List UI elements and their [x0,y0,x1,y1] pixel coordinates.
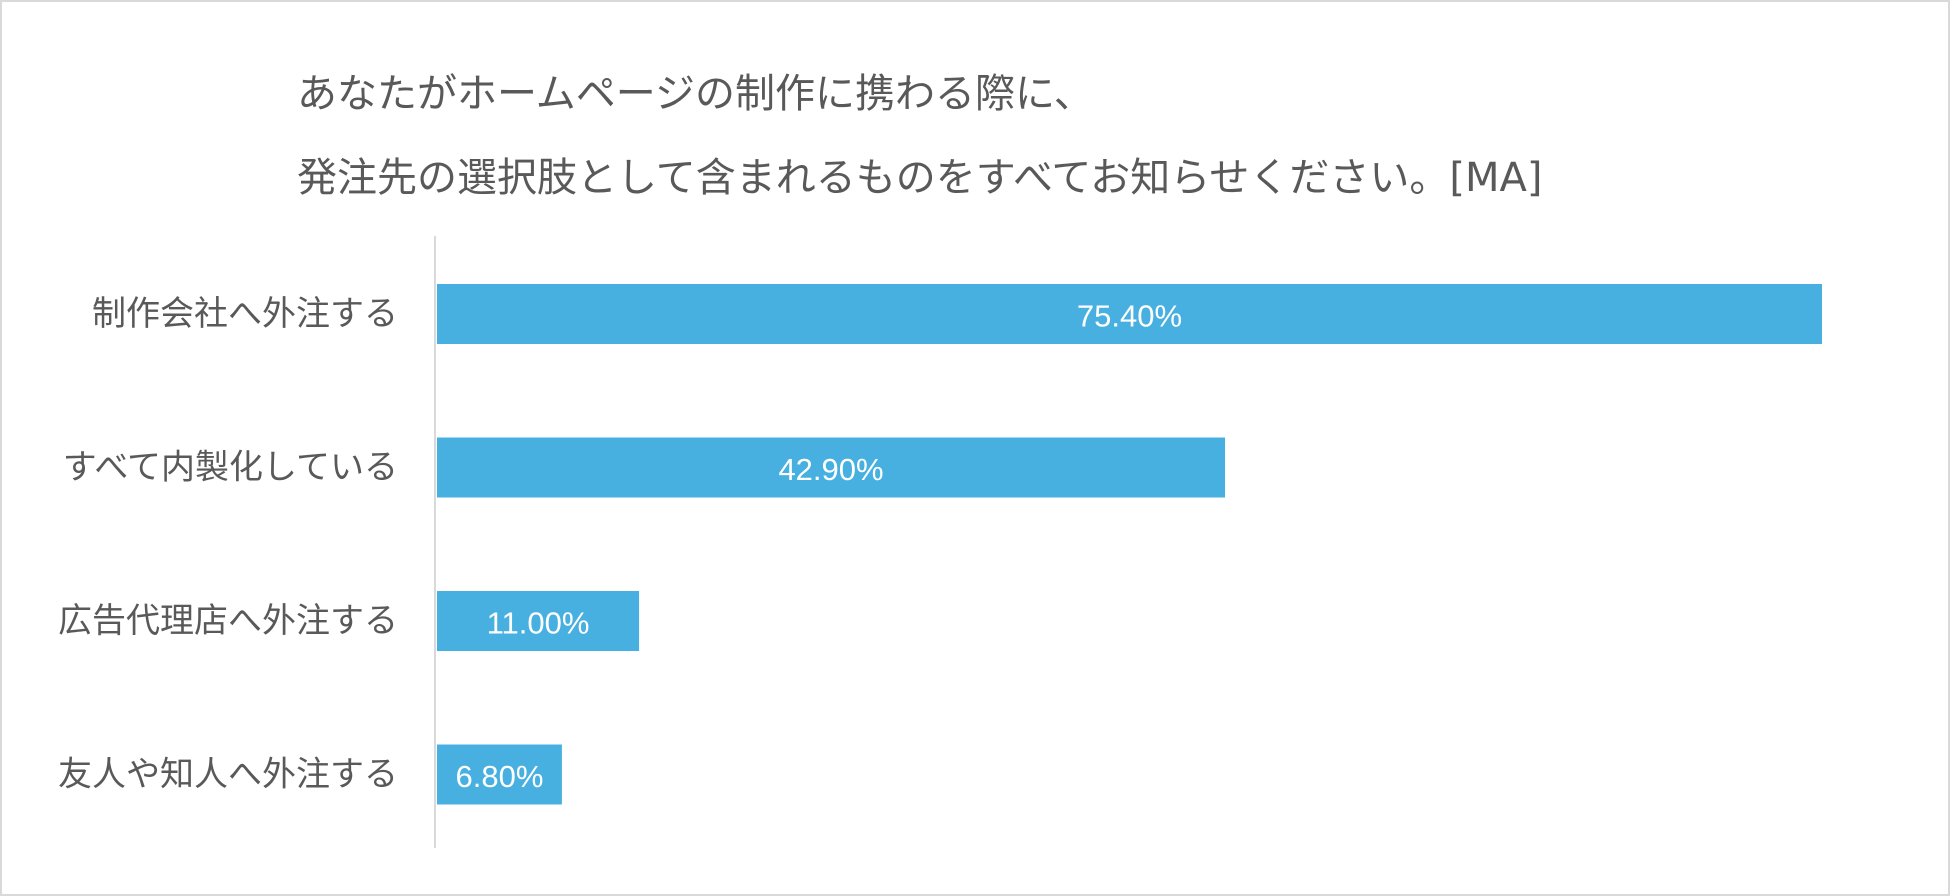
data-label: 6.80% [456,759,544,794]
category-label: 広告代理店へ外注する [58,601,398,641]
data-label: 11.00% [487,606,590,641]
bar [437,437,1226,498]
bar [437,284,1822,344]
data-label: 42.90% [778,452,883,487]
chart-title: あなたがホームページの制作に携わる際に、 発注先の選択肢として含まれるものをすべ… [297,52,1543,220]
chart-title-line-2: 発注先の選択肢として含まれるものをすべてお知らせください。[MA] [297,155,1543,201]
bar [437,591,640,651]
data-label: 75.40% [1077,299,1182,334]
chart-title-line-1: あなたがホームページの制作に携わる際に、 [297,71,1094,117]
category-label: 友人や知人へ外注する [58,755,398,795]
category-label: すべて内製化している [63,448,398,488]
bar [437,744,562,805]
category-label: 制作会社へ外注する [92,294,398,334]
